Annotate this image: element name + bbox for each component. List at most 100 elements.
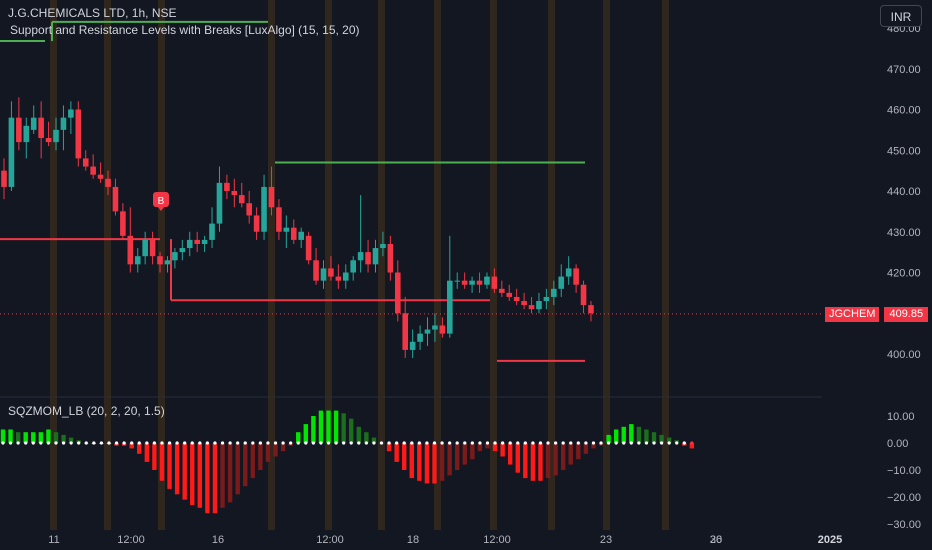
squeeze-dot (281, 441, 285, 445)
oscillator-bar (462, 443, 467, 465)
candle-body (454, 280, 461, 282)
candle-body (290, 227, 297, 240)
squeeze-dot (417, 441, 421, 445)
oscillator-bar (38, 432, 44, 443)
candle-body (447, 280, 453, 334)
candle-body (558, 276, 565, 289)
candle-body (224, 182, 230, 191)
squeeze-dot (99, 441, 104, 445)
last-price-symbol: JGCHEM (825, 307, 880, 322)
squeeze-dot (410, 441, 414, 445)
squeeze-dot (478, 441, 482, 445)
candle-body (172, 252, 178, 261)
oscillator-bar (190, 443, 195, 506)
candle-body (53, 129, 59, 143)
candle-body (402, 313, 409, 350)
time-tick-label: 23 (600, 534, 612, 546)
candle-body (186, 239, 193, 249)
price-tick-label: 420.00 (887, 268, 921, 280)
candle-body (157, 256, 163, 265)
oscillator-bar (371, 437, 377, 443)
squeeze-dot (644, 441, 649, 445)
squeeze-dot (493, 441, 497, 445)
oscillator-bar (227, 443, 233, 503)
session-band (158, 0, 165, 530)
candle-body (194, 239, 200, 244)
oscillator-bar (424, 443, 430, 484)
candle-body (68, 109, 74, 118)
squeeze-dot (637, 441, 641, 445)
oscillator-bar (447, 443, 452, 476)
squeeze-dot (1, 441, 5, 445)
time-tick-label: 2025 (818, 534, 842, 546)
price-tick-label: 440.00 (887, 186, 921, 198)
squeeze-dot (251, 441, 255, 445)
oscillator-bar (280, 443, 286, 452)
squeeze-dot (198, 441, 202, 445)
squeeze-dot (372, 441, 376, 445)
time-tick-label: 12:00 (483, 534, 511, 546)
squeeze-dot (342, 441, 346, 445)
squeeze-dot (395, 441, 399, 445)
squeeze-dot (130, 441, 134, 445)
candle-body (394, 272, 401, 314)
squeeze-dot (236, 441, 240, 445)
oscillator-legend[interactable]: SQZMOM_LB (20, 2, 20, 1.5) (8, 404, 165, 418)
candle-body (105, 178, 111, 187)
squeeze-dot (667, 441, 671, 445)
currency-button[interactable]: INR (880, 5, 922, 27)
squeeze-dot (114, 441, 119, 445)
oscillator-bar (0, 429, 6, 443)
candle-body (8, 117, 15, 187)
candle-body (573, 268, 579, 285)
candle-body (127, 235, 134, 265)
squeeze-dot (508, 441, 512, 445)
squeeze-dot (31, 441, 35, 445)
squeeze-dot (614, 441, 618, 445)
candle-body (82, 158, 89, 167)
candle-body (149, 239, 156, 257)
oscillator-bar (560, 443, 566, 470)
oscillator-bar (523, 443, 528, 479)
break-label-pointer (158, 207, 164, 211)
oscillator-bar (23, 432, 28, 443)
candle-body (588, 305, 594, 314)
squeeze-dot (470, 441, 474, 445)
squeeze-dot (690, 441, 694, 445)
squeeze-dot (289, 441, 293, 445)
indicator-legend[interactable]: Support and Resistance Levels with Break… (10, 23, 360, 37)
candle-body (120, 211, 126, 236)
oscillator-bar (15, 432, 21, 443)
time-tick-label: 12:00 (316, 534, 344, 546)
candle-body (350, 260, 357, 273)
squeeze-dot (243, 441, 247, 445)
candle-body (209, 223, 215, 240)
candle-body (461, 280, 468, 285)
candle-body (201, 239, 208, 244)
price-tick-label: 460.00 (887, 105, 921, 117)
oscillator-bar (333, 410, 339, 443)
oscillator-bar (629, 424, 634, 443)
squeeze-dot (69, 441, 73, 445)
candle-body (543, 296, 550, 302)
squeeze-dot (387, 441, 391, 445)
oscillator-bar (273, 443, 278, 457)
oscillator-bar (68, 437, 74, 443)
oscillator-bar (621, 426, 626, 443)
time-tick-label: 12:00 (117, 534, 145, 546)
candle-body (276, 207, 282, 232)
squeeze-dot (258, 441, 262, 445)
oscillator-bar (53, 432, 59, 443)
candle-body (506, 292, 513, 297)
candle-body (313, 260, 319, 281)
oscillator-tick-label: −20.00 (887, 492, 921, 504)
squeeze-dot (8, 441, 13, 445)
squeeze-dot (319, 441, 323, 445)
squeeze-dot (152, 441, 156, 445)
candle-body (469, 280, 475, 285)
squeeze-dot (652, 441, 656, 445)
oscillator-bar (386, 443, 392, 452)
squeeze-dot (402, 441, 406, 445)
oscillator-bar (485, 443, 490, 449)
